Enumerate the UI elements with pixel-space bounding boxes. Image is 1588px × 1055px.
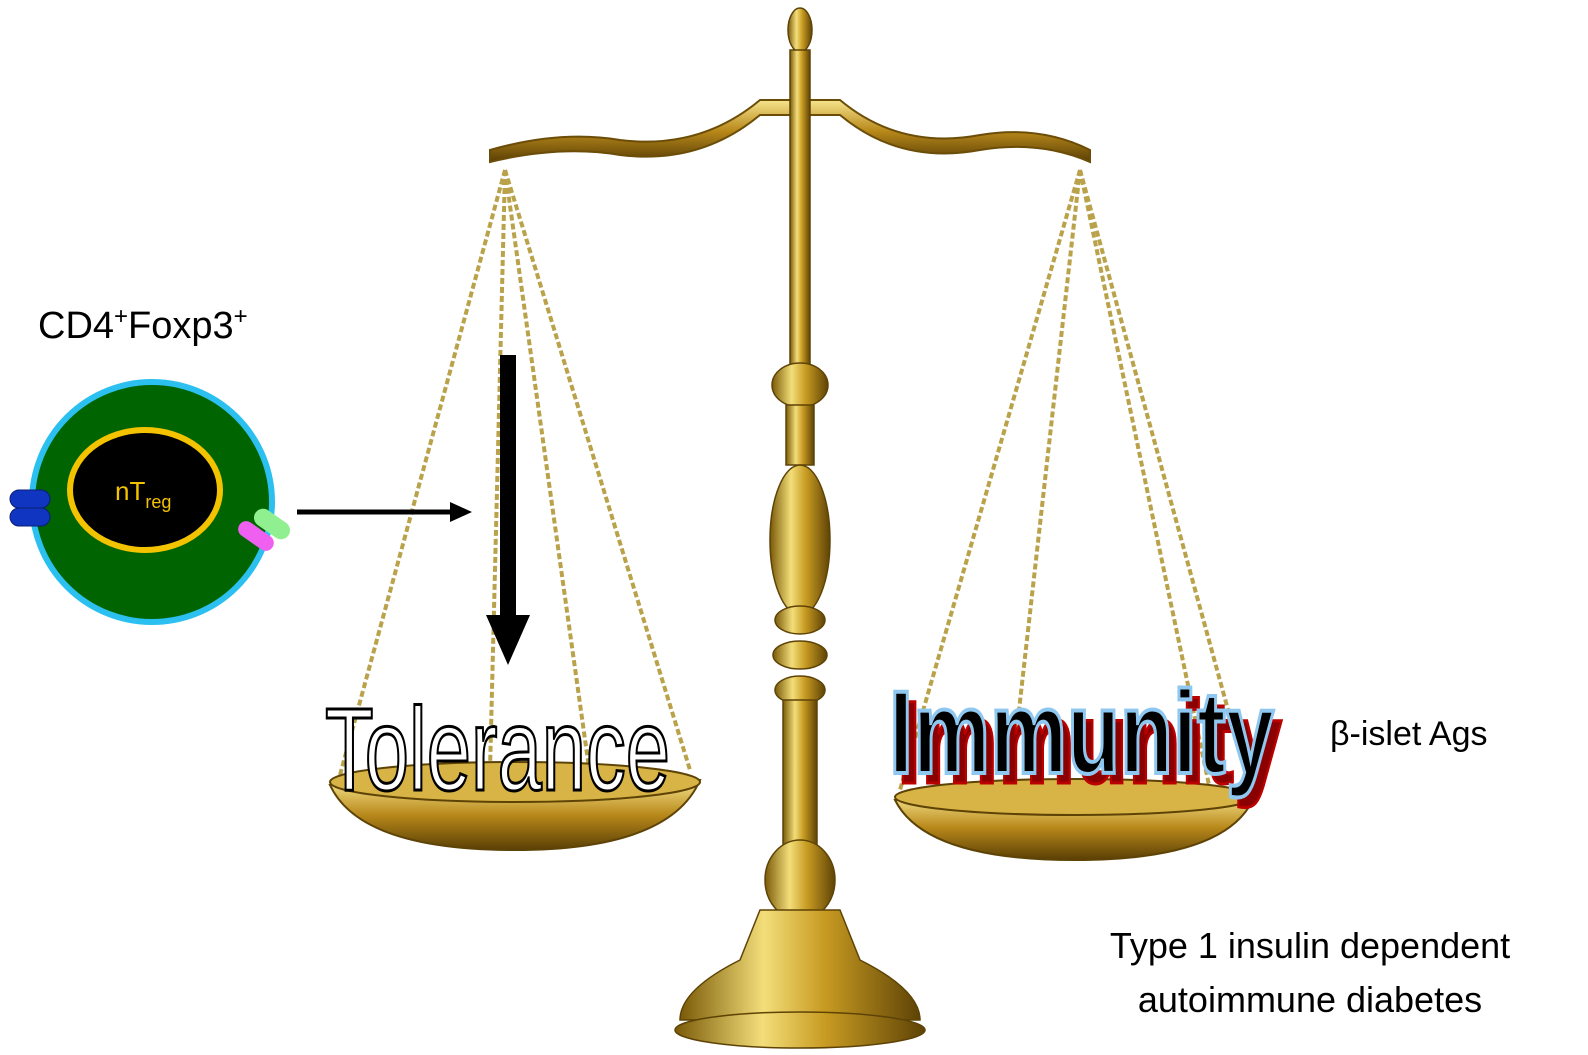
core-sub: reg <box>145 492 171 512</box>
marker: CD4 <box>38 305 114 347</box>
immunity-label: Immunity <box>889 667 1274 799</box>
marker2: Foxp3 <box>128 305 234 347</box>
disease-line-2: autoimmune diabetes <box>1138 979 1482 1020</box>
tolerance-label: Tolerance <box>325 684 670 816</box>
core: nT <box>115 476 145 506</box>
down-arrow <box>486 355 530 665</box>
pole <box>675 8 925 1048</box>
disease-line-1: Type 1 insulin dependent <box>1110 925 1510 966</box>
cell-marker: CD4+Foxp3+ <box>38 303 248 347</box>
marker-sup: + <box>114 303 128 330</box>
diagram: Tolerance Immunity Immunity CD4+Foxp3+ n… <box>0 0 1588 1055</box>
cell-arrow <box>297 502 472 522</box>
marker2-sup: + <box>234 303 248 330</box>
antigen-label: β-islet Ags <box>1330 715 1488 753</box>
